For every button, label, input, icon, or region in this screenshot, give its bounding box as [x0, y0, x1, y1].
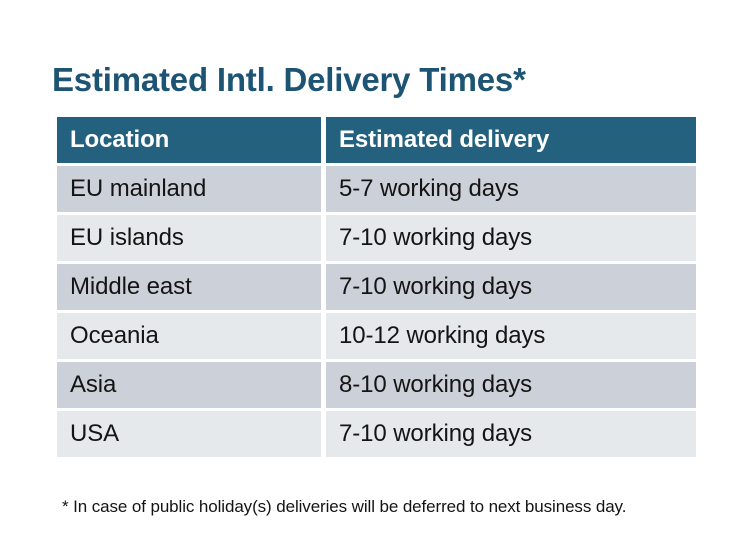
footnote-text: * In case of public holiday(s) deliverie… [62, 497, 627, 516]
cell-estimated-delivery: 5-7 working days [326, 166, 696, 212]
cell-estimated-delivery: 10-12 working days [326, 313, 696, 359]
cell-estimated-delivery: 7-10 working days [326, 264, 696, 310]
column-header-location: Location [57, 117, 321, 163]
cell-location: Asia [57, 362, 321, 408]
table-body: EU mainland 5-7 working days EU islands … [57, 166, 696, 457]
page-title: Estimated Intl. Delivery Times* [52, 61, 526, 99]
cell-estimated-delivery: 7-10 working days [326, 411, 696, 457]
column-header-estimated-delivery: Estimated delivery [326, 117, 696, 163]
table-header-row: Location Estimated delivery [57, 117, 696, 163]
estimated-delivery-table: Location Estimated delivery EU mainland … [52, 114, 701, 460]
table-row: USA 7-10 working days [57, 411, 696, 457]
cell-estimated-delivery: 7-10 working days [326, 215, 696, 261]
cell-location: USA [57, 411, 321, 457]
table-row: Oceania 10-12 working days [57, 313, 696, 359]
table-row: Asia 8-10 working days [57, 362, 696, 408]
table-header: Location Estimated delivery [57, 117, 696, 163]
table-row: Middle east 7-10 working days [57, 264, 696, 310]
cell-location: Oceania [57, 313, 321, 359]
cell-location: Middle east [57, 264, 321, 310]
cell-location: EU mainland [57, 166, 321, 212]
table-row: EU islands 7-10 working days [57, 215, 696, 261]
cell-estimated-delivery: 8-10 working days [326, 362, 696, 408]
cell-location: EU islands [57, 215, 321, 261]
table-row: EU mainland 5-7 working days [57, 166, 696, 212]
